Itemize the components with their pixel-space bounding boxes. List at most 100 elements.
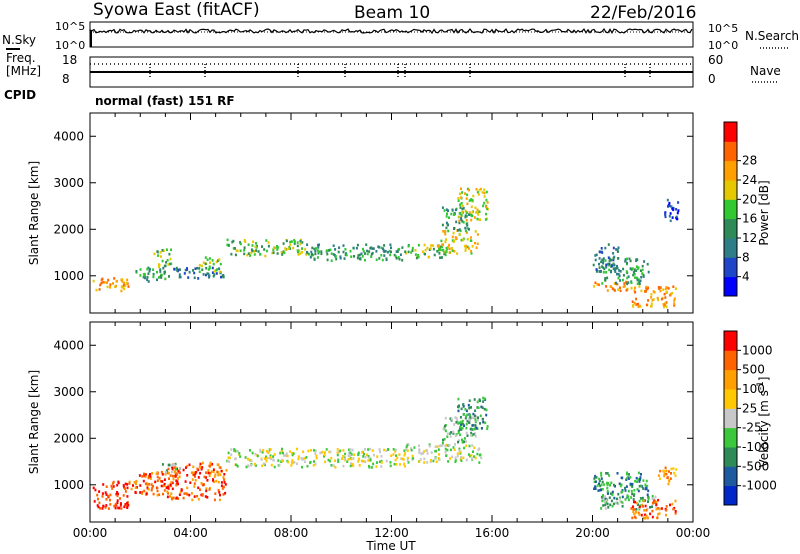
echo-cell bbox=[345, 253, 348, 257]
x-tick-label: 04:00 bbox=[173, 526, 208, 540]
echo-cell bbox=[610, 499, 613, 503]
echo-cell bbox=[457, 405, 459, 408]
echo-cell bbox=[629, 259, 632, 263]
echo-cell bbox=[445, 443, 448, 447]
echo-cell bbox=[133, 481, 136, 484]
echo-cell bbox=[442, 438, 444, 442]
echo-cell bbox=[147, 476, 150, 480]
echo-cell bbox=[163, 489, 166, 492]
echo-cell bbox=[482, 417, 484, 421]
echo-cell bbox=[152, 275, 155, 279]
echo-cell bbox=[297, 455, 300, 458]
echo-cell bbox=[147, 266, 150, 270]
echo-cell bbox=[637, 478, 640, 481]
echo-cell bbox=[629, 267, 632, 270]
echo-cell bbox=[180, 489, 183, 492]
echo-cell bbox=[317, 243, 319, 247]
velocity-y-axis-label: Slant Range [km] bbox=[27, 370, 41, 474]
echo-cell bbox=[602, 271, 605, 274]
echo-cell bbox=[468, 421, 470, 424]
echo-cell bbox=[636, 258, 639, 262]
echo-cell bbox=[657, 498, 660, 502]
echo-cell bbox=[178, 273, 181, 276]
echo-cell bbox=[146, 276, 149, 279]
echo-cell bbox=[645, 487, 648, 491]
echo-cell bbox=[410, 448, 413, 452]
echo-cell bbox=[276, 252, 279, 255]
echo-cell bbox=[251, 249, 254, 253]
echo-cell bbox=[364, 252, 366, 255]
echo-cell bbox=[458, 219, 461, 223]
echo-cell bbox=[178, 475, 181, 478]
echo-cell bbox=[301, 251, 303, 254]
echo-cell bbox=[357, 457, 360, 461]
echo-cell bbox=[217, 488, 220, 492]
echo-cell bbox=[349, 249, 352, 253]
colorbar-segment bbox=[724, 122, 737, 142]
echo-cell bbox=[184, 268, 187, 272]
echo-cell bbox=[618, 274, 621, 278]
echo-cell bbox=[109, 493, 112, 497]
echo-cell bbox=[604, 246, 607, 250]
echo-cell bbox=[468, 419, 471, 423]
echo-cell bbox=[468, 211, 471, 214]
colorbar-tick-label: 4 bbox=[742, 270, 750, 284]
echo-cell bbox=[156, 486, 159, 490]
echo-cell bbox=[209, 261, 211, 264]
echo-cell bbox=[332, 244, 335, 247]
echo-cell bbox=[471, 245, 474, 248]
echo-cell bbox=[118, 506, 121, 510]
echo-cell bbox=[403, 454, 406, 457]
echo-cell bbox=[199, 488, 201, 492]
echo-cell bbox=[641, 272, 644, 275]
echo-cell bbox=[125, 281, 128, 285]
echo-cell bbox=[616, 248, 619, 252]
echo-cell bbox=[645, 479, 648, 483]
echo-cell bbox=[673, 471, 676, 475]
echo-cell bbox=[645, 508, 648, 512]
echo-cell bbox=[100, 281, 103, 285]
echo-cell bbox=[197, 497, 200, 501]
echo-cell bbox=[604, 259, 607, 262]
echo-cell bbox=[412, 457, 415, 460]
echo-cell bbox=[654, 495, 657, 499]
echo-cell bbox=[371, 449, 374, 452]
echo-cell bbox=[611, 490, 614, 494]
echo-cell bbox=[472, 194, 475, 198]
echo-cell bbox=[112, 485, 115, 488]
echo-cell bbox=[620, 500, 623, 504]
echo-cell bbox=[634, 479, 637, 483]
echo-cell bbox=[236, 465, 239, 468]
echo-cell bbox=[166, 490, 169, 493]
echo-cell bbox=[417, 243, 420, 247]
echo-cell bbox=[177, 477, 179, 480]
echo-cell bbox=[141, 492, 143, 495]
echo-cell bbox=[352, 464, 355, 468]
echo-cell bbox=[302, 450, 305, 454]
echo-cell bbox=[461, 440, 464, 443]
echo-cell bbox=[621, 490, 623, 493]
echo-cell bbox=[192, 473, 195, 476]
echo-cell bbox=[646, 262, 649, 266]
echo-cell bbox=[197, 486, 200, 490]
nsearch-tick-high: 10^5 bbox=[708, 22, 738, 35]
echo-cell bbox=[458, 447, 461, 451]
echo-cell bbox=[652, 290, 655, 293]
echo-cell bbox=[312, 464, 315, 467]
echo-cell bbox=[207, 469, 210, 472]
echo-cell bbox=[97, 505, 100, 509]
echo-cell bbox=[664, 287, 667, 291]
echo-cell bbox=[253, 462, 256, 466]
nsearch-tick-low: 10^0 bbox=[708, 39, 738, 52]
echo-cell bbox=[461, 426, 464, 430]
echo-cell bbox=[172, 463, 175, 467]
echo-cell bbox=[205, 487, 208, 490]
echo-cell bbox=[378, 460, 381, 464]
echo-cell bbox=[339, 255, 342, 258]
echo-cell bbox=[474, 456, 477, 460]
echo-cell bbox=[626, 494, 629, 497]
echo-cell bbox=[139, 491, 142, 494]
